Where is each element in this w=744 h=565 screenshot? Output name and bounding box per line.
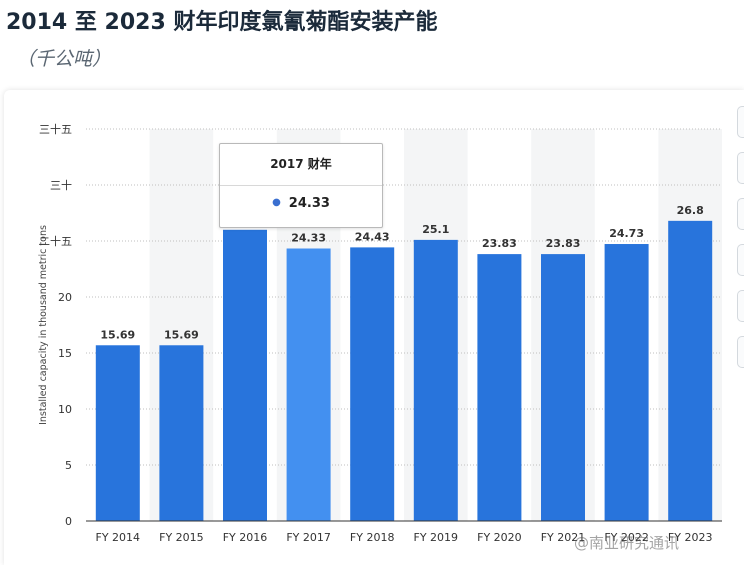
x-tick-label: FY 2021 bbox=[541, 531, 586, 544]
x-tick-label: FY 2015 bbox=[159, 531, 204, 544]
y-tick-label: 10 bbox=[58, 403, 72, 416]
data-label: 24.33 bbox=[291, 232, 326, 245]
tooltip-value: 24.33 bbox=[288, 196, 330, 211]
y-tick-label: 5 bbox=[65, 459, 72, 472]
y-axis-title: Installed capacity in thousand metric to… bbox=[38, 225, 49, 425]
data-label: 23.83 bbox=[546, 237, 581, 250]
data-label: 24.73 bbox=[609, 227, 644, 240]
y-tick-label: 0 bbox=[65, 515, 72, 528]
x-tick-label: FY 2019 bbox=[414, 531, 459, 544]
x-tick-label: FY 2014 bbox=[96, 531, 141, 544]
tooltip-header: 2017 财年 bbox=[220, 144, 382, 186]
x-tick-label: FY 2023 bbox=[668, 531, 713, 544]
y-tick-label: 三十 bbox=[50, 178, 72, 192]
x-tick-label: FY 2020 bbox=[477, 531, 522, 544]
data-label: 24.43 bbox=[355, 230, 390, 243]
side-tab-1[interactable] bbox=[737, 106, 744, 138]
side-tab-2[interactable] bbox=[737, 152, 744, 184]
y-tick-label: 二十五 bbox=[39, 234, 72, 248]
x-tick-label: FY 2022 bbox=[604, 531, 649, 544]
data-label: 23.83 bbox=[482, 237, 517, 250]
bar[interactable] bbox=[604, 244, 649, 522]
bar[interactable] bbox=[413, 239, 458, 521]
chart-subtitle: （千公吨） bbox=[16, 48, 112, 70]
bar[interactable] bbox=[477, 254, 522, 521]
side-tab-4[interactable] bbox=[737, 244, 744, 276]
bar[interactable] bbox=[95, 345, 140, 521]
x-tick-label: FY 2017 bbox=[286, 531, 331, 544]
tooltip-body: ● 24.33 bbox=[220, 186, 382, 211]
y-tick-label: 15 bbox=[58, 347, 72, 360]
x-tick-label: FY 2018 bbox=[350, 531, 395, 544]
watermark: @南业研究通讯 bbox=[574, 534, 680, 552]
x-tick-label: FY 2016 bbox=[223, 531, 268, 544]
side-tab-5[interactable] bbox=[737, 290, 744, 322]
bar[interactable] bbox=[350, 247, 395, 521]
bar[interactable] bbox=[286, 248, 331, 521]
data-label: 15.69 bbox=[100, 328, 135, 341]
data-label: 15.69 bbox=[164, 328, 199, 341]
bar[interactable] bbox=[159, 345, 204, 521]
side-tab-6[interactable] bbox=[737, 336, 744, 368]
series-dot-icon: ● bbox=[272, 197, 281, 208]
chart-title: 2014 至 2023 财年印度氯氰菊酯安装产能 bbox=[6, 10, 438, 35]
bar[interactable] bbox=[541, 254, 585, 521]
y-tick-label: 20 bbox=[58, 291, 72, 304]
data-label: 25.1 bbox=[422, 223, 449, 236]
data-label: 26.8 bbox=[677, 204, 704, 217]
bar[interactable] bbox=[223, 229, 267, 522]
y-tick-label: 三十五 bbox=[39, 122, 72, 136]
side-tab-3[interactable] bbox=[737, 198, 744, 230]
bar[interactable] bbox=[668, 220, 713, 521]
tooltip: 2017 财年 ● 24.33 bbox=[219, 143, 383, 228]
